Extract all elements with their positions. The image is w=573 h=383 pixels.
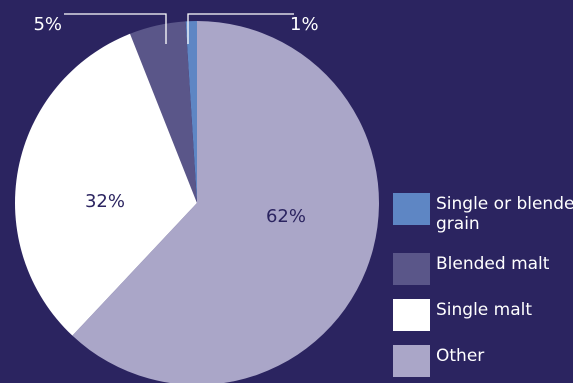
leader-line-blended-malt [64,13,167,44]
legend-item-single-or-blended-grain: Single or blended grain [393,193,573,234]
legend-item-blended-malt: Blended malt [393,253,573,287]
legend-swatch-single-malt [393,299,430,331]
data-label-single-or-blended-grain: 1% [290,14,319,35]
legend-item-single-malt: Single malt [393,299,573,333]
pie-slice-blended-malt [130,21,197,203]
legend-swatch-single-or-blended-grain [393,193,430,225]
legend-label-blended-malt: Blended malt [436,254,550,274]
pie-slice-single-or-blended-grain [185,21,197,203]
legend-swatch-blended-malt [393,253,430,285]
legend-item-other: Other [393,345,573,379]
leader-line-single-or-blended-grain [187,13,294,44]
legend-swatch-other [393,345,430,377]
data-label-single-malt: 32% [85,191,125,212]
pie-slice-single-malt [14,33,197,336]
data-label-other: 62% [266,206,306,227]
legend-label-other: Other [436,346,485,366]
legend-label-single-or-blended-grain: Single or blended grain [436,194,573,234]
legend-label-single-malt: Single malt [436,300,533,320]
pie-slice-other [72,21,379,383]
data-label-blended-malt: 5% [33,14,62,35]
